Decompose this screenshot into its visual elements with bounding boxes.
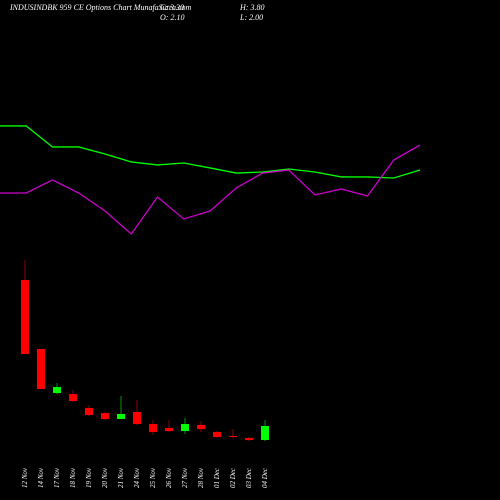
candle-body <box>165 427 173 432</box>
x-tick-label: 21 Nov <box>117 467 125 488</box>
candle-body <box>101 413 109 419</box>
x-tick-label: 04 Dec <box>261 467 269 488</box>
x-tick-label: 27 Nov <box>181 467 189 488</box>
stat: O: 2.10 <box>160 13 184 22</box>
stat: H: 3.80 <box>239 3 264 12</box>
indicator-line <box>0 144 421 235</box>
candle-body <box>149 424 157 432</box>
stat: C: 3.30 <box>160 3 184 12</box>
candle-body <box>85 408 93 416</box>
candle-body <box>53 387 61 393</box>
x-tick-label: 14 Nov <box>37 467 45 488</box>
x-tick-label: 12 Nov <box>21 467 29 488</box>
indicator-line <box>0 125 421 179</box>
candle-body <box>21 280 29 355</box>
x-tick-label: 28 Nov <box>197 467 205 488</box>
candle-body <box>197 424 205 430</box>
candle-body <box>117 413 125 419</box>
x-tick-label: 17 Nov <box>53 467 61 488</box>
candle-body <box>133 412 141 425</box>
x-tick-label: 19 Nov <box>85 467 93 488</box>
chart-title: INDUSINDBK 959 CE Options Chart MunafaSu… <box>9 3 192 12</box>
x-tick-label: 18 Nov <box>69 467 77 488</box>
x-tick-label: 25 Nov <box>149 467 157 488</box>
x-tick-label: 01 Dec <box>213 467 221 488</box>
candle-body <box>69 394 77 402</box>
candle-body <box>37 349 45 390</box>
x-tick-label: 02 Dec <box>229 467 237 488</box>
x-tick-label: 24 Nov <box>133 467 141 488</box>
candle-body <box>245 438 253 440</box>
x-tick-label: 20 Nov <box>101 467 109 488</box>
x-tick-label: 26 Nov <box>165 467 173 488</box>
x-tick-label: 03 Dec <box>245 467 253 488</box>
stat: L: 2.00 <box>239 13 263 22</box>
candle-body <box>213 431 221 437</box>
candle-body <box>261 426 269 440</box>
candle-body <box>229 436 237 438</box>
candle-body <box>181 424 189 432</box>
